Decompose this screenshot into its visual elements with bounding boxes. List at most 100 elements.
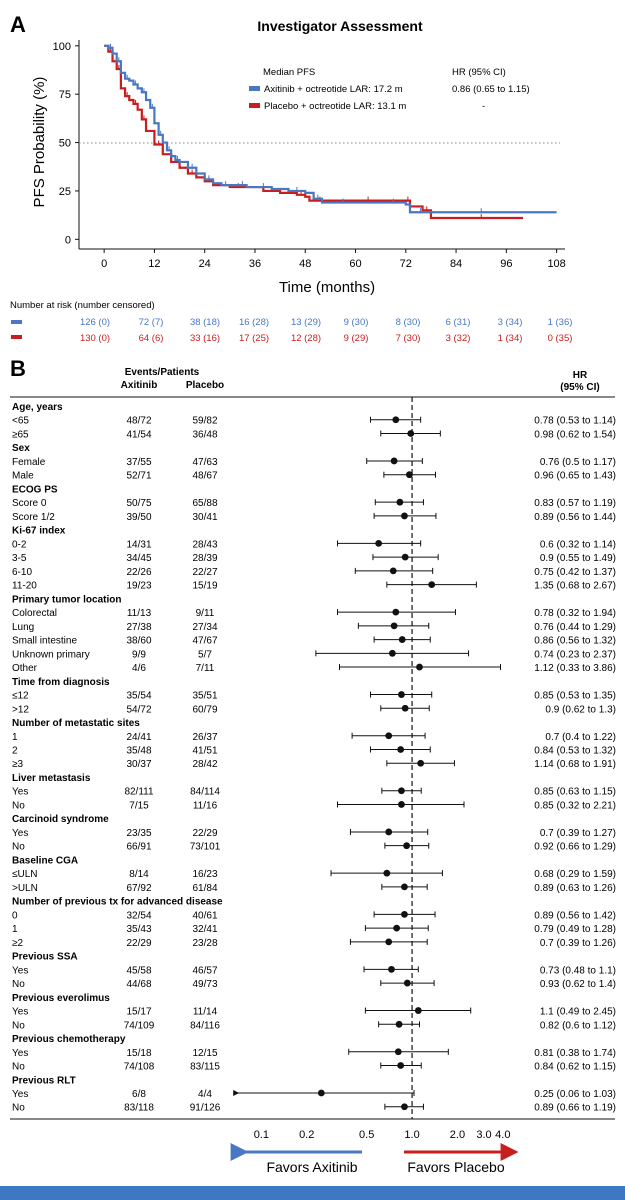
forest-row-label: Score 1/2 xyxy=(12,512,55,523)
panel-label-b: B xyxy=(10,356,26,381)
forest-row: No 83/118 91/126 0.89 (0.66 to 1.19) xyxy=(12,1103,616,1114)
forest-row-label: Yes xyxy=(12,1089,28,1100)
forest-point xyxy=(401,883,408,891)
km-y-tick-label: 100 xyxy=(53,41,71,53)
forest-axitinib-events: 19/23 xyxy=(126,581,151,592)
km-legend: Median PFS HR (95% CI) Axitinib + octreo… xyxy=(249,67,530,112)
forest-hr-text: 0.68 (0.29 to 1.59) xyxy=(534,869,616,880)
km-y-tick-label: 75 xyxy=(59,89,71,101)
forest-point xyxy=(396,498,404,506)
forest-point xyxy=(388,965,395,973)
forest-hr-text: 0.75 (0.42 to 1.37) xyxy=(534,567,616,578)
km-curves xyxy=(104,43,557,220)
forest-row: 6-10 22/26 22/27 0.75 (0.42 to 1.37) xyxy=(12,567,616,578)
forest-row: <65 48/72 59/82 0.78 (0.53 to 1.14) xyxy=(12,416,616,427)
forest-row-label: 3-5 xyxy=(12,553,27,564)
forest-placebo-events: 9/11 xyxy=(196,608,215,619)
forest-rows: Age, years <65 48/72 59/82 0.78 (0.53 to 1.1… xyxy=(12,402,616,1114)
forest-group-label: Number of previous tx for advanced disea… xyxy=(12,897,223,908)
forest-hr-text: 1.1 (0.49 to 2.45) xyxy=(540,1007,616,1018)
km-x-tick-label: 60 xyxy=(349,258,361,270)
forest-placebo-events: 40/61 xyxy=(192,910,217,921)
forest-point xyxy=(401,1103,408,1111)
forest-axitinib-events: 38/60 xyxy=(126,636,151,647)
forest-point xyxy=(375,540,383,547)
forest-placebo-events: 59/82 xyxy=(192,416,217,427)
forest-placebo-events: 47/63 xyxy=(192,457,217,468)
forest-row-label: Score 0 xyxy=(12,498,47,509)
forest-header-ci: (95% CI) xyxy=(560,382,599,393)
forest-axitinib-events: 83/118 xyxy=(124,1103,154,1114)
forest-placebo-events: 83/115 xyxy=(190,1062,220,1073)
forest-group-label: Previous SSA xyxy=(12,952,78,963)
km-xlabel: Time (months) xyxy=(279,279,375,296)
forest-row: ≥2 22/29 23/28 0.7 (0.39 to 1.26) xyxy=(12,938,616,949)
forest-header-events: Events/Patients xyxy=(125,367,200,378)
forest-group-header: Liver metastasis xyxy=(12,773,91,784)
forest-axitinib-events: 15/17 xyxy=(126,1007,151,1018)
forest-row: Colorectal 11/13 9/11 0.78 (0.32 to 1.94) xyxy=(12,608,616,619)
forest-row: No 7/15 11/16 0.85 (0.32 to 2.21) xyxy=(12,800,616,811)
at-risk-placebo-value: 130 (0) xyxy=(80,333,110,344)
forest-point xyxy=(395,1020,403,1028)
at-risk-axitinib-value: 9 (30) xyxy=(344,317,369,328)
forest-point xyxy=(406,471,413,479)
forest-group-header: Ki-67 index xyxy=(12,526,66,537)
at-risk-table: 126 (0) 72 (7) 38 (18) 16 (28) 13 (29) 9 (30)… xyxy=(80,317,572,344)
forest-point xyxy=(414,1007,422,1014)
forest-row-label: Male xyxy=(12,471,34,482)
forest-row: ≤ULN 8/14 16/23 0.68 (0.29 to 1.59) xyxy=(12,869,616,880)
forest-point xyxy=(390,457,398,465)
forest-placebo-events: 35/51 xyxy=(192,691,217,702)
forest-placebo-events: 36/48 xyxy=(192,429,217,440)
forest-row-label: Small intestine xyxy=(12,636,77,647)
at-risk-placebo-value: 64 (6) xyxy=(139,333,164,344)
forest-point xyxy=(398,636,406,643)
forest-row: 2 35/48 41/51 0.84 (0.53 to 1.32) xyxy=(12,746,616,757)
forest-hr-text: 1.35 (0.68 to 2.67) xyxy=(534,581,616,592)
forest-axitinib-events: 34/45 xyxy=(126,553,151,564)
forest-row: Other 4/6 7/11 1.12 (0.33 to 3.86) xyxy=(12,663,616,674)
km-x-tick-label: 48 xyxy=(299,258,311,270)
forest-row: >12 54/72 60/79 0.9 (0.62 to 1.3) xyxy=(12,704,616,715)
forest-row: Small intestine 38/60 47/67 0.86 (0.56 to 1… xyxy=(12,636,616,647)
forest-row: Score 1/2 39/50 30/41 0.89 (0.56 to 1.44) xyxy=(12,512,616,523)
forest-hr-text: 0.25 (0.06 to 1.03) xyxy=(534,1089,616,1100)
forest-axitinib-events: 66/91 xyxy=(126,842,151,853)
forest-row: Yes 82/111 84/114 0.85 (0.63 to 1.15) xyxy=(12,787,616,798)
forest-placebo-events: 84/116 xyxy=(190,1020,220,1031)
at-risk-axitinib-value: 126 (0) xyxy=(80,317,110,328)
forest-placebo-events: 60/79 xyxy=(192,704,217,715)
at-risk-axitinib-value: 1 (36) xyxy=(548,317,573,328)
forest-row-label: Unknown primary xyxy=(12,649,90,660)
forest-point xyxy=(317,1089,325,1097)
forest-placebo-events: 49/73 xyxy=(192,979,217,990)
forest-hr-text: 0.73 (0.48 to 1.1) xyxy=(540,965,616,976)
forest-axitinib-events: 27/38 xyxy=(126,622,151,633)
at-risk-axitinib-value: 8 (30) xyxy=(396,317,421,328)
forest-row-label: 0 xyxy=(12,910,18,921)
forest-point xyxy=(390,622,398,630)
forest-x-tick-label: 2.0 xyxy=(450,1129,465,1141)
forest-axitinib-events: 35/48 xyxy=(126,746,151,757)
forest-group-header: Sex xyxy=(12,443,30,454)
forest-hr-text: 0.76 (0.44 to 1.29) xyxy=(534,622,616,633)
legend-swatch-placebo xyxy=(249,103,260,108)
forest-axitinib-events: 6/8 xyxy=(132,1089,146,1100)
forest-axitinib-events: 52/71 xyxy=(126,471,151,482)
forest-group-header: Time from diagnosis xyxy=(12,677,110,688)
forest-axitinib-events: 35/43 xyxy=(126,924,151,935)
forest-group-header: Primary tumor location xyxy=(12,594,121,605)
forest-row: Yes 23/35 22/29 0.7 (0.39 to 1.27) xyxy=(12,828,616,839)
km-title: Investigator Assessment xyxy=(257,18,423,34)
forest-point xyxy=(417,759,425,767)
forest-row: No 44/68 49/73 0.93 (0.62 to 1.4) xyxy=(12,979,616,990)
forest-hr-text: 0.89 (0.56 to 1.42) xyxy=(534,910,616,921)
forest-hr-text: 0.93 (0.62 to 1.4) xyxy=(540,979,616,990)
at-risk-placebo-value: 17 (25) xyxy=(239,333,269,344)
at-risk-axitinib-value: 3 (34) xyxy=(498,317,523,328)
forest-point xyxy=(416,663,423,671)
forest-placebo-events: 84/114 xyxy=(190,787,220,798)
forest-row-label: 1 xyxy=(12,732,18,743)
